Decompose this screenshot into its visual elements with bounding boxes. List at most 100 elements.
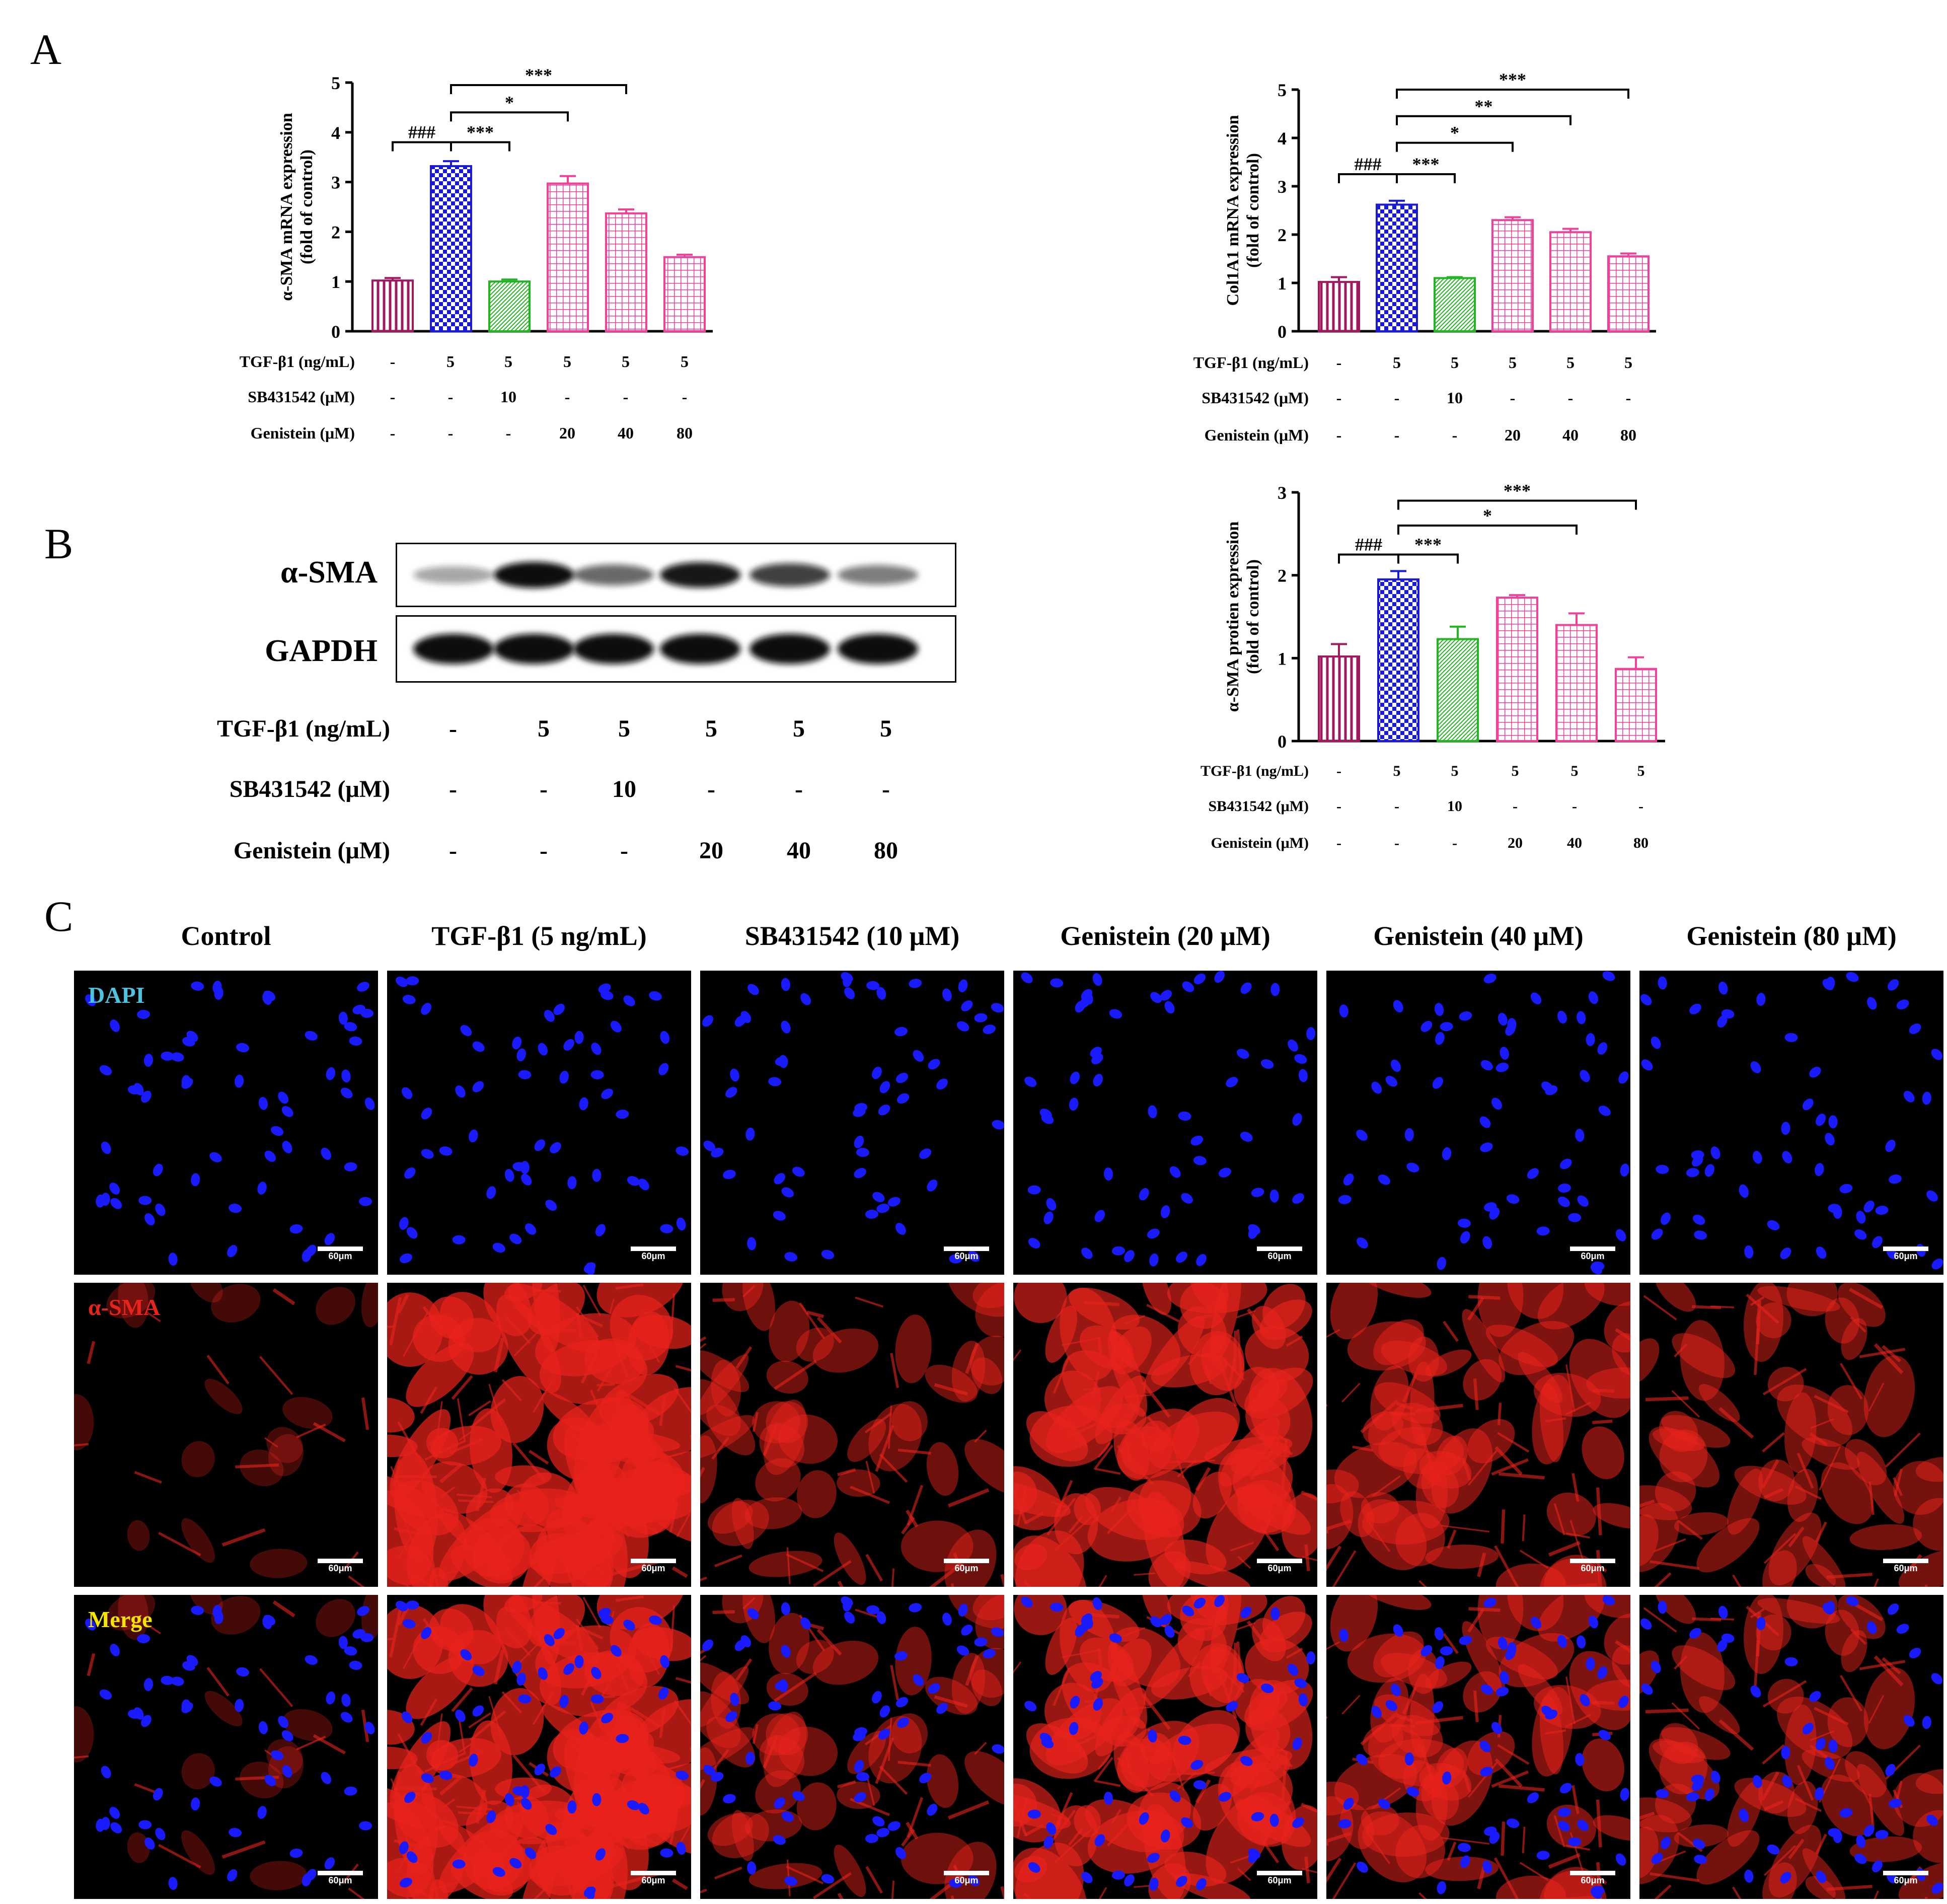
- nucleus: [544, 1634, 555, 1646]
- scale-bar-label: 60μm: [328, 1563, 352, 1573]
- actin-fiber: [420, 1386, 438, 1414]
- nucleus: [598, 983, 611, 993]
- actin-fiber: [390, 1466, 408, 1503]
- actin-stain: [610, 1790, 659, 1840]
- actin-fiber: [1710, 1305, 1735, 1308]
- actin-fiber: [643, 1645, 660, 1675]
- condition-value-tgf: 5: [1393, 763, 1401, 779]
- actin-fiber: [1645, 1708, 1689, 1714]
- actin-fiber: [1548, 1541, 1581, 1557]
- actin-stain: [1838, 1283, 1886, 1327]
- nucleus: [344, 1022, 357, 1032]
- actin-stain: [1477, 1595, 1524, 1649]
- nucleus: [486, 1810, 496, 1823]
- actin-fiber: [1639, 1499, 1655, 1508]
- significance-label: ***: [1504, 480, 1531, 500]
- significance-label: ***: [1499, 69, 1526, 90]
- nucleus: [1440, 1022, 1453, 1032]
- actin-fiber: [1446, 1764, 1461, 1774]
- blot-band: [660, 562, 740, 588]
- actin-stain: [812, 1641, 879, 1685]
- nucleus: [402, 1087, 413, 1100]
- blot-band: [494, 562, 574, 588]
- nucleus: [1557, 1635, 1567, 1648]
- actin-fiber: [1093, 1756, 1113, 1783]
- actin-fiber: [1571, 1473, 1580, 1502]
- nucleus: [1590, 1263, 1602, 1275]
- actin-stain: [1913, 1498, 1943, 1551]
- scale-bar: 60μm: [1570, 1247, 1615, 1262]
- significance-bracket: [1396, 173, 1456, 183]
- actin-fiber: [1157, 1808, 1170, 1849]
- condition-value-sb: -: [623, 388, 629, 406]
- nucleus: [1586, 1033, 1595, 1046]
- actin-fiber: [1571, 1785, 1580, 1814]
- actin-fiber: [1023, 1580, 1033, 1587]
- actin-stain: [1141, 1283, 1171, 1315]
- actin-fiber: [1754, 1328, 1760, 1375]
- nucleus: [779, 1055, 788, 1068]
- actin-fiber: [1257, 1494, 1283, 1508]
- nucleus: [768, 1077, 782, 1086]
- actin-fiber: [897, 1761, 931, 1767]
- actin-fiber: [475, 1477, 487, 1512]
- actin-fiber: [890, 1665, 899, 1701]
- nucleus: [623, 995, 635, 1006]
- nucleus: [1479, 1116, 1491, 1128]
- actin-stain: [181, 1830, 215, 1875]
- actin-stain: [118, 1283, 148, 1328]
- actin-fiber: [451, 1375, 473, 1400]
- nucleus: [1588, 1616, 1598, 1629]
- actin-fiber: [659, 1396, 666, 1426]
- panel-letter-a: A: [30, 25, 62, 74]
- actin-fiber: [1120, 1414, 1130, 1435]
- actin-stain: [530, 1533, 590, 1584]
- nucleus: [1931, 1049, 1943, 1060]
- actin-fiber: [348, 1887, 365, 1899]
- actin-stain: [1358, 1499, 1427, 1570]
- nucleus: [649, 1616, 662, 1625]
- scale-bar-label: 60μm: [1894, 1563, 1918, 1573]
- actin-fiber: [669, 1814, 679, 1845]
- condition-value-gen: 80: [1620, 426, 1636, 444]
- actin-stain: [969, 1648, 1004, 1698]
- actin-stain: [1913, 1810, 1943, 1863]
- nucleus: [725, 1711, 737, 1722]
- nucleus: [161, 1675, 174, 1685]
- nucleus: [1588, 991, 1598, 1004]
- nucleus: [512, 1661, 522, 1674]
- nucleus: [1828, 1115, 1838, 1129]
- nucleus: [1781, 1122, 1790, 1135]
- nucleus: [747, 1861, 757, 1875]
- actin-fiber: [1326, 1857, 1342, 1883]
- actin-stain: [1237, 1792, 1293, 1845]
- nucleus: [545, 1200, 557, 1211]
- nucleus: [96, 1194, 105, 1208]
- nucleus: [1618, 1696, 1629, 1708]
- nucleus: [745, 1751, 755, 1765]
- nucleus: [1495, 1687, 1509, 1697]
- nucleus: [509, 1858, 522, 1869]
- nucleus: [956, 1645, 969, 1656]
- nucleus: [109, 1806, 120, 1819]
- nucleus: [1404, 1752, 1414, 1766]
- nucleus: [1091, 1053, 1103, 1065]
- actin-fiber: [1746, 1293, 1779, 1324]
- nucleus: [1822, 1603, 1834, 1615]
- nucleus: [521, 1174, 532, 1186]
- actin-fiber: [1402, 1686, 1418, 1715]
- nucleus: [1248, 1226, 1258, 1239]
- significance-label: ***: [467, 122, 494, 142]
- nucleus: [214, 1610, 223, 1624]
- nucleus: [1854, 1854, 1867, 1864]
- nucleus: [1658, 976, 1667, 990]
- nucleus: [1176, 1252, 1187, 1263]
- nucleus: [567, 1800, 577, 1814]
- actin-fiber: [611, 1872, 660, 1888]
- nucleus: [1164, 1001, 1175, 1014]
- condition-value-gen: 80: [677, 424, 693, 442]
- nucleus: [1406, 1787, 1419, 1797]
- actin-fiber: [1643, 1295, 1677, 1321]
- actin-fiber: [488, 1383, 502, 1425]
